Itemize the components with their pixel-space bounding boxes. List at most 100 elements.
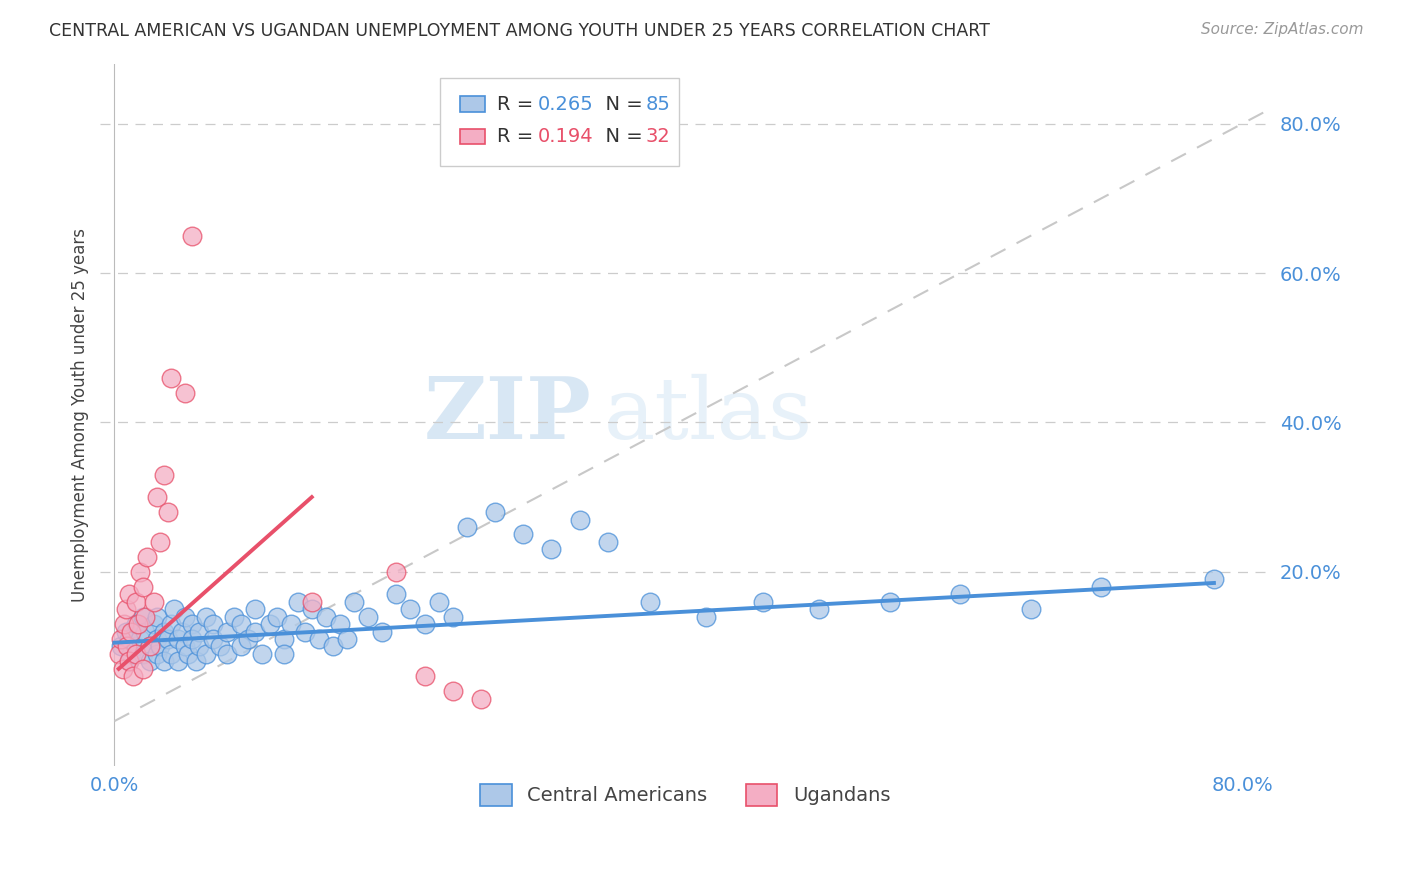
Point [138,640,160,654]
Point [177,647,200,661]
Point [202,632,225,646]
FancyBboxPatch shape [440,78,679,166]
Point [167,632,190,646]
Point [112,617,135,632]
Point [399,602,422,616]
Point [638,594,661,608]
Point [124,647,146,661]
Point [301,602,323,616]
Point [124,640,146,654]
Y-axis label: Unemployment Among Youth under 25 years: Unemployment Among Youth under 25 years [72,228,89,602]
Point [357,609,380,624]
Text: R =: R = [496,95,540,113]
Point [138,640,160,654]
Point [238,632,260,646]
Point [131,580,153,594]
Point [111,662,134,676]
Point [1019,602,1042,616]
Point [156,632,179,646]
Point [1202,572,1225,586]
Point [456,520,478,534]
Point [273,647,295,661]
Point [596,535,619,549]
Text: ZIP: ZIP [425,373,592,457]
Point [148,535,170,549]
Point [181,632,204,646]
Point [114,602,136,616]
FancyBboxPatch shape [460,128,485,145]
Point [120,624,142,639]
Point [114,624,136,639]
Point [174,609,197,624]
Point [231,617,253,632]
Point [441,684,464,698]
Point [266,609,288,624]
Text: CENTRAL AMERICAN VS UGANDAN UNEMPLOYMENT AMONG YOUTH UNDER 25 YEARS CORRELATION : CENTRAL AMERICAN VS UGANDAN UNEMPLOYMENT… [49,22,990,40]
Point [427,594,450,608]
Point [308,632,330,646]
Point [294,624,316,639]
Point [152,624,174,639]
Point [145,632,167,646]
Point [949,587,972,601]
Point [301,594,323,608]
Text: R =: R = [496,127,540,146]
Point [148,640,170,654]
Point [540,542,562,557]
Point [879,594,901,608]
Point [322,640,344,654]
Text: Source: ZipAtlas.com: Source: ZipAtlas.com [1201,22,1364,37]
Point [160,647,183,661]
Point [385,587,408,601]
Text: 32: 32 [645,127,671,146]
Point [695,609,717,624]
Point [329,617,352,632]
Point [186,654,208,668]
Point [568,512,591,526]
Point [181,228,204,243]
Point [131,647,153,661]
Text: 0.265: 0.265 [538,95,593,113]
Point [188,624,211,639]
Point [156,505,179,519]
Point [195,609,218,624]
Point [336,632,359,646]
Point [413,617,436,632]
Text: atlas: atlas [603,374,813,457]
Legend: Central Americans, Ugandans: Central Americans, Ugandans [471,774,900,816]
Point [371,624,394,639]
Point [131,609,153,624]
Point [413,669,436,683]
Point [127,617,149,632]
Point [152,654,174,668]
Point [752,594,775,608]
Point [174,385,197,400]
Point [808,602,831,616]
Point [174,640,197,654]
Point [188,640,211,654]
Point [385,565,408,579]
Point [209,640,232,654]
Point [231,640,253,654]
Point [484,505,506,519]
Point [245,624,267,639]
Point [120,647,142,661]
Point [217,647,239,661]
Point [124,594,146,608]
Point [145,490,167,504]
Point [273,632,295,646]
Point [135,549,157,564]
Point [217,624,239,639]
Point [224,609,246,624]
Point [202,617,225,632]
Point [167,654,190,668]
Point [145,609,167,624]
Point [470,691,492,706]
Point [142,617,165,632]
Point [315,609,337,624]
Point [110,632,132,646]
Point [163,602,186,616]
Point [280,617,302,632]
Text: N =: N = [593,95,650,113]
Point [131,662,153,676]
